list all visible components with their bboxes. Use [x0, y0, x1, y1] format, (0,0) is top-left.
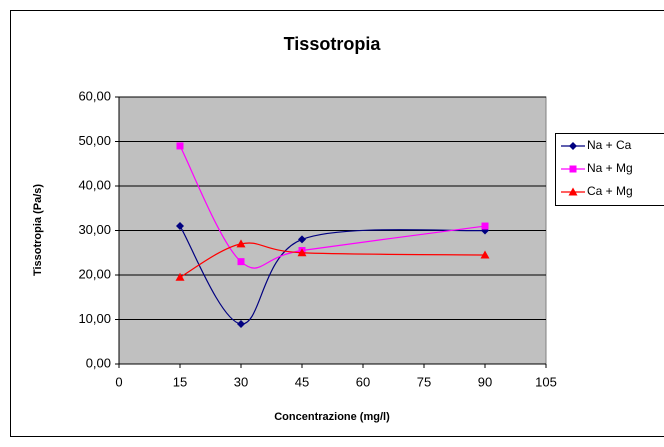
- marker: [481, 222, 489, 230]
- x-tick-label: 30: [234, 374, 248, 389]
- x-tick-label: 75: [417, 374, 431, 389]
- legend-label: Na + Mg: [587, 161, 633, 175]
- x-tick-label: 60: [356, 374, 370, 389]
- marker: [237, 258, 245, 266]
- y-tick-label: 20,00: [78, 266, 111, 281]
- y-tick-label: 10,00: [78, 311, 111, 326]
- x-tick-label: 45: [295, 374, 309, 389]
- marker: [297, 248, 307, 257]
- marker: [298, 235, 306, 244]
- legend-label: Ca + Mg: [587, 184, 633, 198]
- legend-label: Na + Ca: [587, 138, 632, 152]
- x-tick-label: 90: [478, 374, 492, 389]
- marker: [176, 222, 184, 231]
- series-line: [179, 225, 486, 325]
- marker: [569, 142, 577, 150]
- x-axis-label: Concentrazione (mg/l): [274, 411, 390, 423]
- marker: [480, 250, 490, 259]
- marker: [568, 187, 578, 196]
- y-axis-label: Tissotropia (Pa/s): [32, 184, 44, 276]
- marker: [237, 319, 245, 328]
- x-tick-label: 15: [173, 374, 187, 389]
- marker: [176, 142, 184, 150]
- y-tick-label: 30,00: [78, 222, 111, 237]
- y-tick-label: 0,00: [86, 355, 111, 370]
- marker: [236, 239, 246, 248]
- chart-title: Tissotropia: [284, 34, 382, 54]
- marker: [569, 165, 577, 173]
- series-line: [179, 242, 486, 278]
- y-tick-label: 40,00: [78, 177, 111, 192]
- x-tick-label: 0: [115, 374, 122, 389]
- x-tick-label: 105: [535, 374, 557, 389]
- marker: [175, 272, 185, 281]
- y-tick-label: 50,00: [78, 133, 111, 148]
- series-line: [179, 145, 486, 269]
- y-tick-label: 60,00: [78, 88, 111, 103]
